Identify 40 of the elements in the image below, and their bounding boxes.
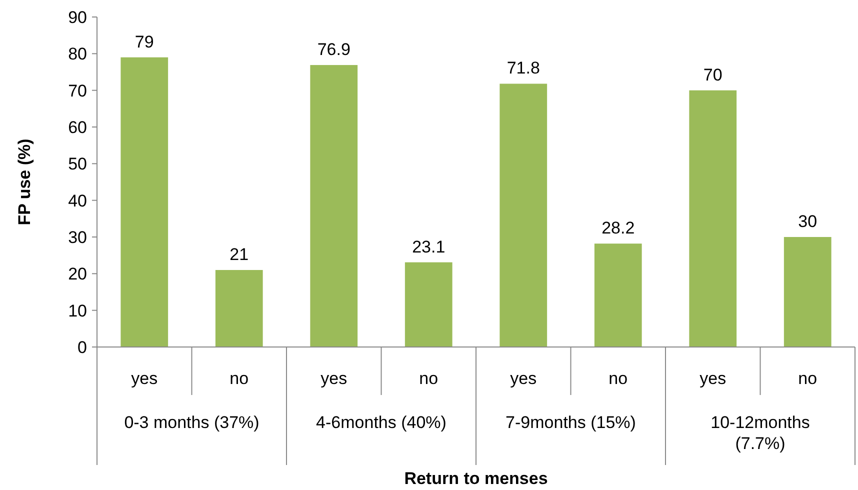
y-tick-label: 50 — [68, 154, 87, 174]
data-label: 70 — [703, 65, 722, 84]
x-tick-label: no — [230, 369, 249, 388]
text: 7-9months (15%) — [506, 413, 636, 432]
text: 10-12months (7.7%) — [710, 413, 810, 453]
y-tick-label: 0 — [78, 338, 87, 357]
x-tick-label: yes — [510, 369, 537, 388]
data-label: 28.2 — [602, 218, 635, 238]
x-tick-label: no — [798, 369, 818, 388]
data-label: 76.9 — [317, 40, 350, 60]
x-tick-label: no — [608, 369, 628, 388]
x-tick-label: yes — [131, 369, 158, 388]
y-tick-label: 30 — [68, 228, 87, 247]
bar — [310, 65, 358, 347]
y-tick-label: 10 — [68, 301, 87, 320]
x-tick-label: no — [419, 369, 438, 388]
y-tick-label: 20 — [68, 264, 87, 284]
bar — [500, 84, 548, 347]
y-tick-label: 40 — [68, 191, 87, 210]
bar — [784, 237, 832, 347]
text: 4-6months (40%) — [316, 413, 446, 432]
y-tick-label: 60 — [68, 118, 87, 137]
bar — [120, 57, 168, 347]
x-tick-label: yes — [700, 369, 726, 388]
bar — [594, 244, 642, 347]
data-label: 79 — [134, 32, 154, 52]
data-label: 71.8 — [506, 58, 540, 78]
bar — [404, 262, 452, 347]
data-label: 23.1 — [412, 237, 446, 256]
y-tick-label: 80 — [68, 44, 87, 64]
y-tick-label: 90 — [68, 8, 87, 27]
x-axis-title: Return to menses — [404, 469, 548, 488]
bar — [689, 90, 737, 347]
bar — [215, 270, 263, 347]
x-tick-label: yes — [320, 369, 348, 388]
text: 0-3 months (37%) — [124, 413, 260, 432]
data-label: 30 — [798, 212, 818, 231]
y-axis-title: FP use (%) — [15, 138, 34, 226]
data-label: 21 — [230, 245, 249, 264]
y-tick-label: 70 — [68, 81, 87, 100]
